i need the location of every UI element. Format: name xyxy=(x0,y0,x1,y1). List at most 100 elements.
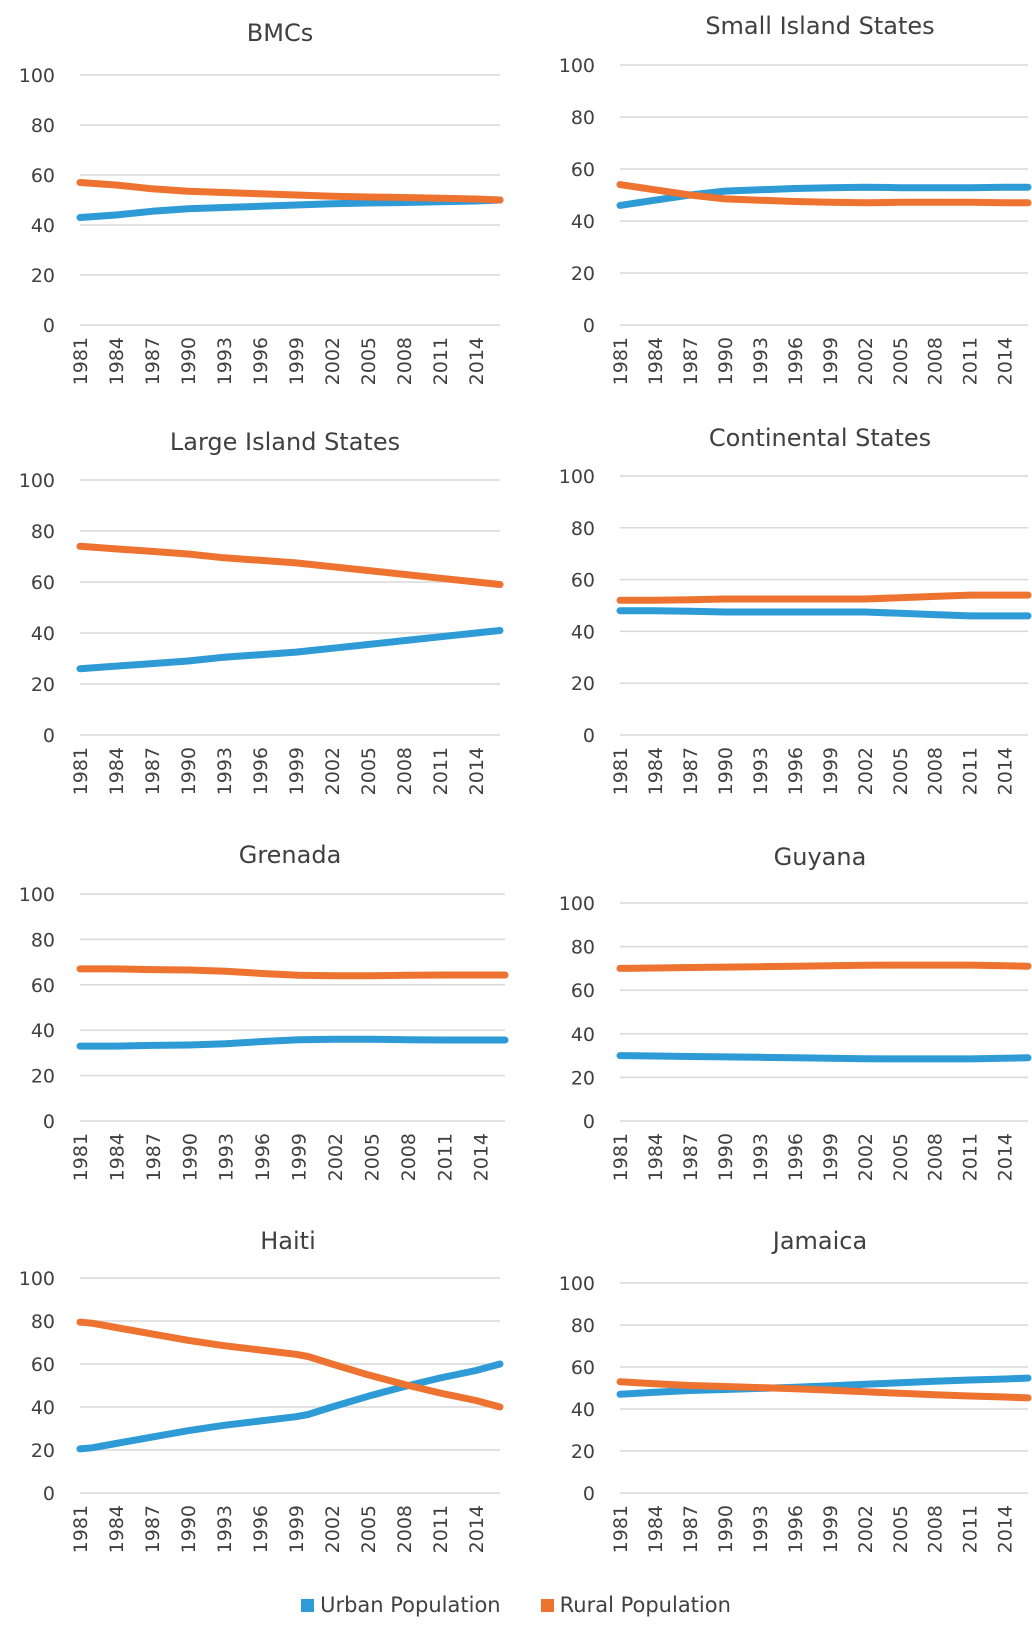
x-tick-label: 1987 xyxy=(142,337,164,385)
y-tick-label: 40 xyxy=(31,623,55,645)
series-line-urban xyxy=(76,1035,509,1050)
x-tick-label: 2011 xyxy=(960,337,982,385)
series-line-rural xyxy=(76,542,504,588)
y-tick-label: 100 xyxy=(19,884,55,906)
chart-title: Grenada xyxy=(239,841,342,869)
legend-label-urban: Urban Population xyxy=(320,1593,501,1617)
x-tick-label: 1990 xyxy=(715,1133,737,1181)
y-tick-label: 0 xyxy=(43,725,55,747)
x-tick-label: 1996 xyxy=(250,747,272,795)
x-tick-label: 1990 xyxy=(178,747,200,795)
x-tick-label: 1981 xyxy=(610,337,632,385)
y-tick-label: 60 xyxy=(31,572,55,594)
x-tick-label: 1987 xyxy=(680,337,702,385)
y-tick-label: 20 xyxy=(31,674,55,696)
x-tick-label: 2002 xyxy=(322,1505,344,1553)
x-tick-label: 1987 xyxy=(143,1133,165,1181)
series-line-rural xyxy=(616,591,1032,604)
x-tick-label: 1993 xyxy=(214,747,236,795)
y-tick-label: 100 xyxy=(559,1273,595,1295)
y-tick-label: 60 xyxy=(571,1357,595,1379)
x-tick-label: 1999 xyxy=(286,337,308,385)
legend: Urban Population Rural Population xyxy=(0,1590,1032,1620)
y-tick-label: 60 xyxy=(31,165,55,187)
x-tick-label: 2005 xyxy=(890,747,912,795)
series-line-urban xyxy=(76,196,504,221)
y-tick-label: 60 xyxy=(31,1354,55,1376)
y-tick-label: 0 xyxy=(583,1111,595,1133)
chart-title: BMCs xyxy=(247,19,313,47)
chart-title: Haiti xyxy=(260,1227,316,1255)
series-line-rural xyxy=(616,1378,1032,1402)
x-tick-label: 1981 xyxy=(610,1505,632,1553)
x-tick-label: 1984 xyxy=(106,747,128,795)
x-tick-label: 2002 xyxy=(322,747,344,795)
y-tick-label: 100 xyxy=(19,470,55,492)
y-tick-label: 0 xyxy=(43,1111,55,1133)
y-tick-label: 80 xyxy=(571,518,595,540)
x-tick-label: 1993 xyxy=(750,747,772,795)
y-tick-label: 60 xyxy=(571,159,595,181)
y-tick-label: 80 xyxy=(31,929,55,951)
x-tick-label: 1996 xyxy=(252,1133,274,1181)
y-tick-label: 60 xyxy=(571,570,595,592)
chart-panel-8: Jamaica 0 20 40 60 80 100 1981 1984 1987 1990 1993 1… xyxy=(559,1227,1032,1553)
x-tick-label: 1990 xyxy=(715,337,737,385)
y-tick-label: 100 xyxy=(19,65,55,87)
x-tick-label: 1999 xyxy=(820,747,842,795)
y-tick-label: 40 xyxy=(31,1020,55,1042)
x-tick-label: 1990 xyxy=(178,337,200,385)
chart-panel-2: Small Island States 0 20 40 60 80 100 1981 1984 1… xyxy=(559,12,1032,385)
y-tick-label: 20 xyxy=(571,1441,595,1463)
x-tick-label: 1993 xyxy=(750,1505,772,1553)
series-line-rural xyxy=(76,965,509,980)
x-tick-label: 1990 xyxy=(179,1133,201,1181)
y-tick-label: 80 xyxy=(571,107,595,129)
x-tick-label: 1996 xyxy=(250,337,272,385)
series-line-rural xyxy=(616,961,1032,972)
x-tick-label: 1993 xyxy=(750,337,772,385)
x-tick-label: 2014 xyxy=(466,747,488,795)
x-tick-label: 1996 xyxy=(250,1505,272,1553)
x-tick-label: 2008 xyxy=(398,1133,420,1181)
series-line-urban xyxy=(616,1052,1032,1063)
x-tick-label: 2008 xyxy=(394,337,416,385)
x-tick-label: 1993 xyxy=(216,1133,238,1181)
x-tick-label: 2008 xyxy=(925,1505,947,1553)
chart-panel-3: Large Island States 0 20 40 60 80 100 1981 1984 1… xyxy=(19,428,504,795)
x-tick-label: 2008 xyxy=(925,337,947,385)
chart-panel-6: Guyana 0 20 40 60 80 100 1981 1984 1987 1990 1993 19… xyxy=(559,843,1032,1181)
y-tick-label: 40 xyxy=(31,215,55,237)
y-tick-label: 20 xyxy=(31,1066,55,1088)
chart-panel-1: BMCs 0 20 40 60 80 100 1981 1984 1987 1990 1993 1996… xyxy=(19,19,504,385)
x-tick-label: 1999 xyxy=(286,1505,308,1553)
y-tick-label: 100 xyxy=(559,55,595,77)
y-tick-label: 0 xyxy=(43,315,55,337)
x-tick-label: 2011 xyxy=(430,337,452,385)
chart-panel-7: Haiti 0 20 40 60 80 100 1981 1984 1987 1990 1993 199… xyxy=(19,1227,504,1553)
x-tick-label: 2008 xyxy=(925,747,947,795)
x-tick-label: 2008 xyxy=(394,747,416,795)
y-tick-label: 40 xyxy=(31,1397,55,1419)
series-line-rural xyxy=(76,1318,504,1411)
x-tick-label: 2005 xyxy=(358,1505,380,1553)
y-tick-label: 100 xyxy=(559,466,595,488)
x-tick-label: 1987 xyxy=(680,747,702,795)
x-tick-label: 2011 xyxy=(960,1133,982,1181)
x-tick-label: 1984 xyxy=(645,337,667,385)
y-tick-label: 100 xyxy=(559,893,595,915)
legend-item-urban: Urban Population xyxy=(301,1593,501,1617)
x-tick-label: 1999 xyxy=(820,1505,842,1553)
x-tick-label: 2005 xyxy=(361,1133,383,1181)
x-tick-label: 1981 xyxy=(70,1505,92,1553)
x-tick-label: 1984 xyxy=(645,1133,667,1181)
x-tick-label: 2002 xyxy=(322,337,344,385)
y-tick-label: 40 xyxy=(571,211,595,233)
x-tick-label: 2008 xyxy=(925,1133,947,1181)
x-tick-label: 1999 xyxy=(820,337,842,385)
x-tick-label: 1984 xyxy=(645,747,667,795)
y-tick-label: 20 xyxy=(571,673,595,695)
series-line-rural xyxy=(76,179,504,204)
x-tick-label: 2005 xyxy=(890,1133,912,1181)
y-tick-label: 0 xyxy=(583,315,595,337)
